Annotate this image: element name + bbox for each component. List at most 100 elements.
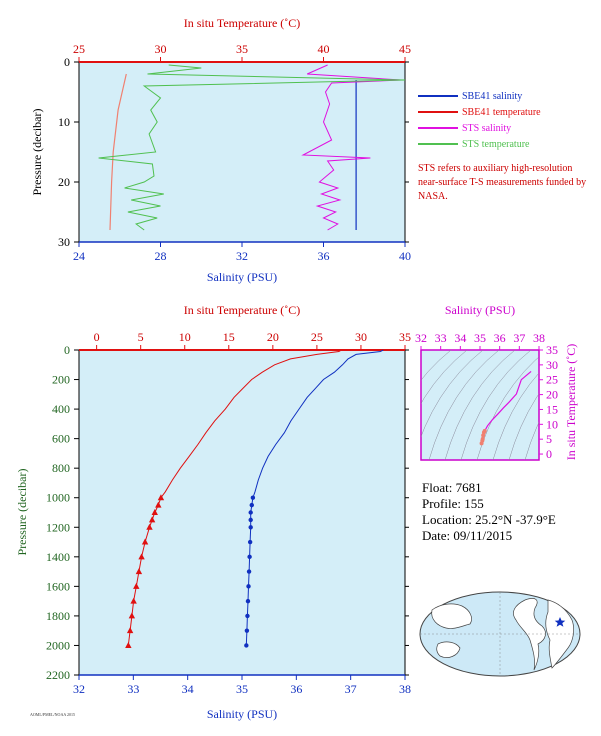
date: Date: 09/11/2015 [422, 528, 513, 543]
salinity-marker [244, 628, 250, 633]
inset-temp-tick-label: 35 [546, 343, 558, 357]
inset-salinity-tick-label: 33 [435, 331, 447, 345]
salinity-marker [247, 554, 252, 560]
inset-ts-point [481, 433, 486, 438]
temperature-marker [126, 627, 134, 634]
temp-tick-label: 35 [236, 42, 248, 56]
density-contour [444, 350, 516, 460]
density-contour [421, 350, 484, 437]
temperature-marker [138, 553, 145, 560]
density-contour [492, 372, 539, 460]
salinity-tick-label: 28 [155, 249, 167, 263]
salinity-tick-label: 36 [318, 249, 330, 263]
pressure-tick-label: 20 [58, 175, 70, 189]
world-map [419, 591, 581, 677]
salinity-marker [246, 569, 252, 574]
salinity-tick-label: 38 [399, 682, 411, 696]
inset-temp-tick-label: 15 [546, 402, 558, 416]
salinity-tick-label: 33 [127, 682, 139, 696]
temp-tick-label: 40 [318, 42, 330, 56]
density-contour [460, 350, 532, 460]
pressure-tick-label: 30 [58, 235, 70, 249]
temperature-marker [155, 501, 162, 508]
temperature-marker [151, 509, 158, 515]
top-sal-axis-title: Salinity (PSU) [207, 270, 277, 284]
inset-salinity-tick-label: 34 [454, 331, 466, 345]
bottom-temp-axis-title: In situ Temperature (˚C) [184, 303, 301, 317]
pressure-tick-label: 600 [52, 432, 70, 446]
temperature-marker [157, 494, 165, 501]
temp-tick-label: 20 [267, 330, 279, 344]
legend: SBE41 salinity SBE41 temperature STS sal… [418, 88, 541, 152]
bottom-sal-axis-title: Salinity (PSU) [207, 707, 277, 721]
inset-salinity-tick-label: 32 [415, 331, 427, 345]
salinity-tick-label: 40 [399, 249, 411, 263]
legend-item-sts-temperature: STS temperature [418, 136, 541, 152]
density-contour [524, 421, 539, 460]
temp-tick-label: 10 [179, 330, 191, 344]
top-plot-area [78, 61, 406, 243]
pressure-tick-label: 10 [58, 115, 70, 129]
temp-tick-label: 5 [138, 330, 144, 344]
sts-note: STS refers to auxiliary high-resolution … [418, 163, 587, 202]
salinity-marker [244, 643, 249, 648]
series-sts-salinity [301, 64, 401, 231]
profile-number: Profile: 155 [422, 496, 484, 511]
salinity-tick-label: 32 [236, 249, 248, 263]
temp-tick-label: 35 [399, 330, 411, 344]
temperature-marker [148, 516, 156, 523]
inset-temp-tick-label: 20 [546, 388, 558, 402]
temp-tick-label: 25 [311, 330, 323, 344]
inset-salinity-tick-label: 37 [513, 331, 525, 345]
temp-tick-label: 25 [73, 42, 85, 56]
temperature-marker [141, 538, 149, 545]
temperature-marker [135, 568, 143, 575]
temp-tick-label: 15 [223, 330, 235, 344]
pressure-tick-label: 0 [64, 343, 70, 357]
top-temp-axis-title: In situ Temperature (˚C) [184, 16, 301, 30]
series-salinity-line [245, 349, 384, 646]
temp-tick-label: 30 [355, 330, 367, 344]
salinity-marker [246, 584, 251, 589]
inset-salinity-tick-label: 36 [494, 331, 506, 345]
pressure-tick-label: 200 [52, 373, 70, 387]
salinity-tick-label: 24 [73, 249, 85, 263]
legend-swatch [418, 143, 458, 145]
salinity-marker [248, 517, 253, 523]
map-americas [513, 598, 546, 671]
pressure-tick-label: 1800 [46, 609, 70, 623]
inset-salinity-tick-label: 35 [474, 331, 486, 345]
salinity-marker [245, 598, 251, 604]
salinity-marker [250, 495, 256, 500]
inset-ts-point [479, 441, 484, 446]
temp-tick-label: 0 [94, 330, 100, 344]
float-id: Float: 7681 [422, 480, 482, 495]
salinity-tick-label: 36 [290, 682, 302, 696]
legend-label: SBE41 salinity [462, 90, 523, 102]
pressure-tick-label: 2000 [46, 638, 70, 652]
legend-swatch [418, 95, 458, 97]
inset-plot-area [420, 349, 540, 461]
top-y-axis-title: Pressure (decibar) [30, 109, 44, 196]
density-contour [421, 350, 468, 404]
temp-tick-label: 45 [399, 42, 411, 56]
map-eurasia [545, 599, 574, 669]
salinity-marker [249, 502, 254, 508]
legend-item-sbe41-temperature: SBE41 temperature [418, 104, 541, 120]
footer-code: AOML/PMEL/NOAA 2015 [30, 712, 76, 717]
pressure-tick-label: 800 [52, 461, 70, 475]
density-contour [508, 393, 539, 460]
temp-tick-label: 30 [155, 42, 167, 56]
inset-temp-tick-label: 30 [546, 358, 558, 372]
legend-label: SBE41 temperature [462, 106, 541, 118]
legend-swatch [418, 127, 458, 129]
density-contour [428, 350, 500, 460]
series-sbe41-temperature [109, 73, 127, 231]
map-asia-west [431, 603, 472, 629]
float-location-marker [554, 617, 566, 627]
pressure-tick-label: 1600 [46, 579, 70, 593]
temperature-marker [146, 523, 153, 530]
salinity-marker [245, 613, 250, 619]
inset-temp-axis-title: In situ Temperature (˚C) [564, 344, 578, 461]
